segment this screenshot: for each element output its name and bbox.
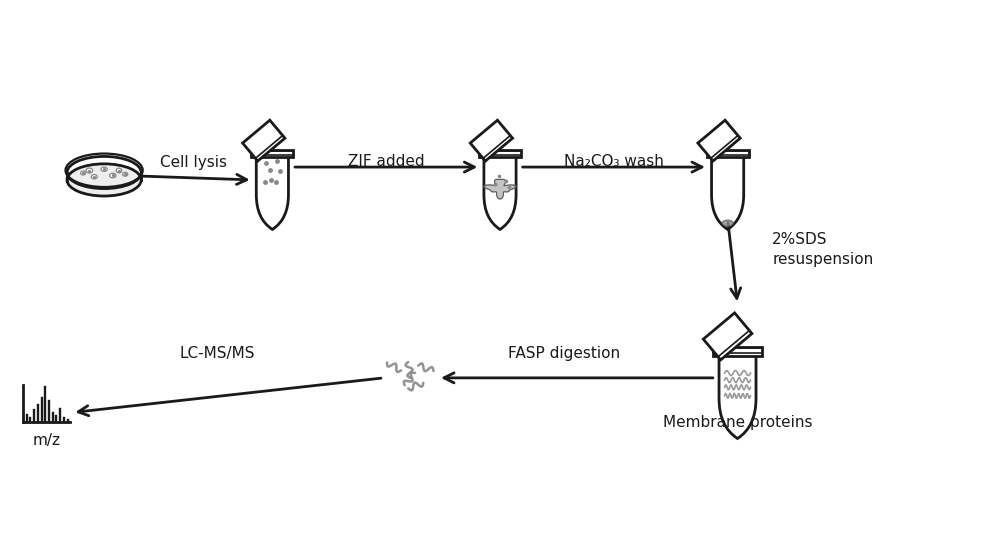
Ellipse shape	[101, 167, 107, 171]
Text: 2%SDS
resuspension: 2%SDS resuspension	[772, 232, 873, 267]
Ellipse shape	[116, 168, 122, 173]
Text: ZIF added: ZIF added	[348, 154, 424, 169]
Polygon shape	[484, 179, 516, 199]
PathPatch shape	[256, 155, 288, 230]
PathPatch shape	[484, 155, 516, 230]
Ellipse shape	[67, 164, 141, 196]
Bar	[479, 150, 521, 157]
Bar	[707, 150, 749, 157]
Polygon shape	[703, 313, 752, 360]
Bar	[713, 347, 762, 356]
Ellipse shape	[86, 168, 93, 173]
Text: Na₂CO₃ wash: Na₂CO₃ wash	[564, 154, 664, 169]
Ellipse shape	[110, 173, 116, 178]
Polygon shape	[243, 120, 285, 161]
Polygon shape	[698, 120, 740, 161]
Ellipse shape	[91, 175, 97, 179]
Text: LC-MS/MS: LC-MS/MS	[179, 345, 255, 361]
Text: Cell lysis: Cell lysis	[160, 155, 227, 170]
Text: FASP digestion: FASP digestion	[508, 345, 620, 361]
Ellipse shape	[722, 220, 733, 226]
Ellipse shape	[123, 172, 128, 176]
PathPatch shape	[719, 353, 756, 439]
Text: m/z: m/z	[32, 433, 60, 448]
Bar	[251, 150, 293, 157]
Polygon shape	[470, 120, 513, 161]
PathPatch shape	[712, 155, 744, 230]
Ellipse shape	[81, 171, 86, 175]
Text: Membrane proteins: Membrane proteins	[663, 415, 812, 430]
